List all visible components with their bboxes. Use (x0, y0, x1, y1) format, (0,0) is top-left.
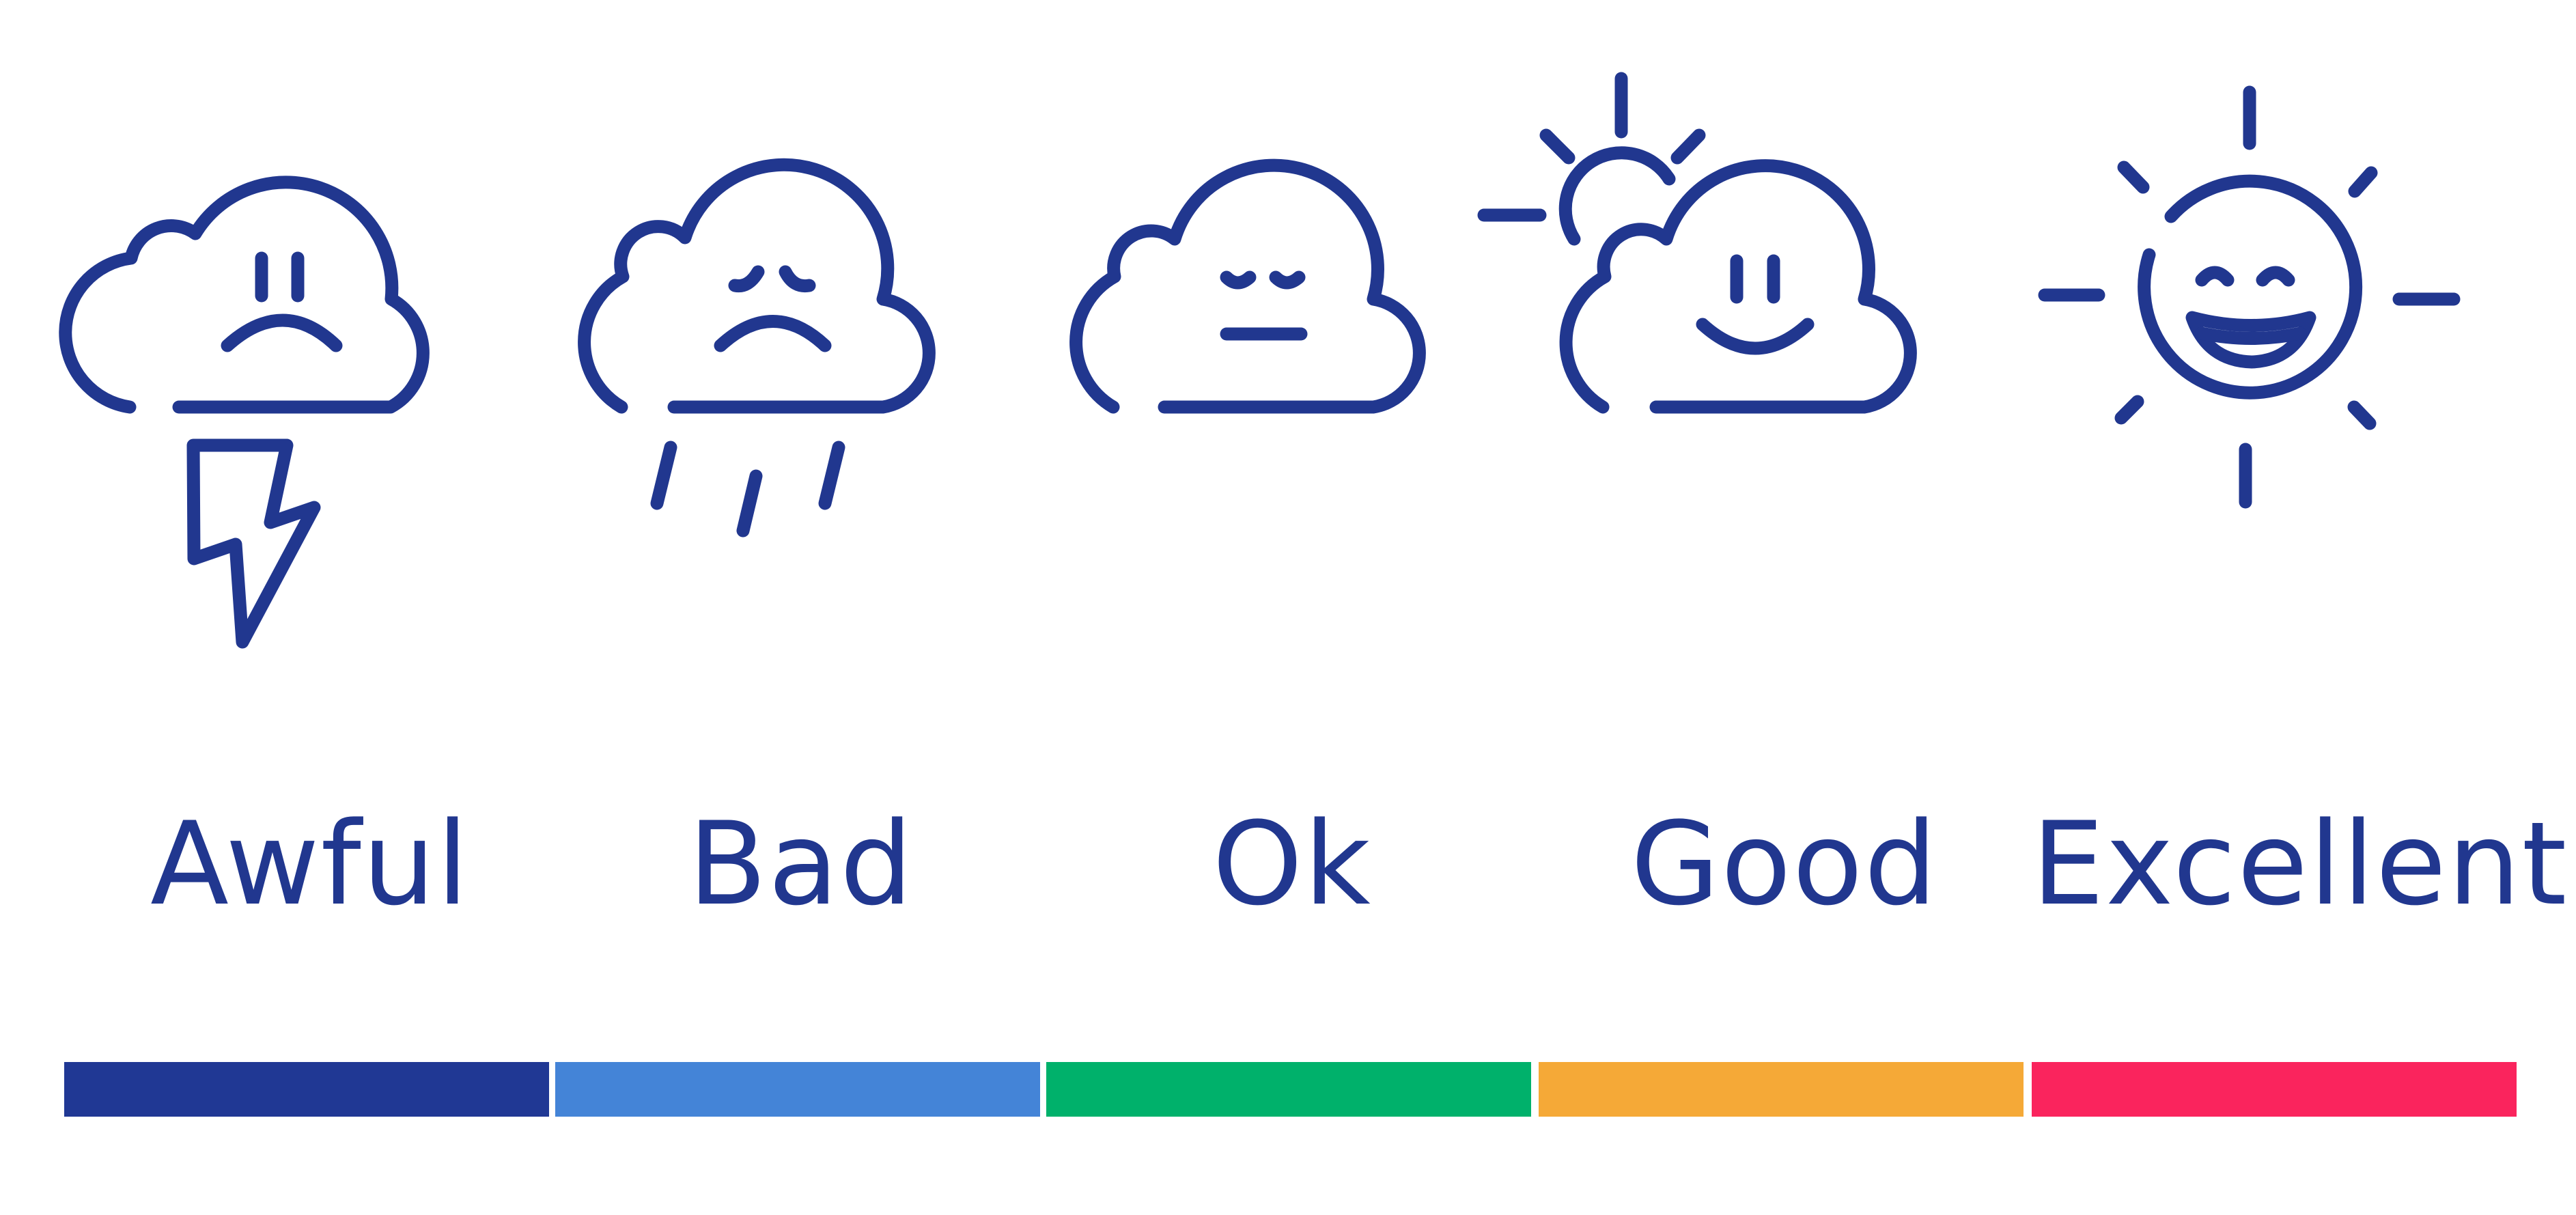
rating-color-bar-bad[interactable] (555, 1062, 1040, 1117)
thunderstorm-cloud-icon[interactable] (59, 176, 430, 649)
rating-color-bar-good[interactable] (1539, 1062, 2024, 1117)
rating-option-awful[interactable]: Awful (64, 0, 556, 1215)
rain-cloud-icon[interactable] (578, 158, 936, 537)
rating-option-ok[interactable]: Ok (1046, 0, 1538, 1215)
rating-option-good[interactable]: Good (1539, 0, 2030, 1215)
sun-behind-cloud-icon[interactable] (1477, 72, 1917, 414)
rating-label-ok: Ok (1212, 797, 1372, 931)
rating-option-bad[interactable]: Bad (555, 0, 1047, 1215)
rating-color-bar-awful[interactable] (64, 1062, 549, 1117)
rating-label-good: Good (1630, 797, 1939, 931)
rating-color-bar-ok[interactable] (1046, 1062, 1531, 1117)
rating-option-excellent[interactable]: Excellent (2032, 0, 2568, 1215)
rating-color-bar-excellent[interactable] (2032, 1062, 2517, 1117)
rating-label-excellent: Excellent (2032, 797, 2568, 931)
rating-label-bad: Bad (688, 797, 914, 931)
rating-label-awful: Awful (150, 797, 470, 931)
neutral-cloud-icon[interactable] (1069, 158, 1426, 414)
happy-sun-icon[interactable] (2038, 85, 2461, 509)
